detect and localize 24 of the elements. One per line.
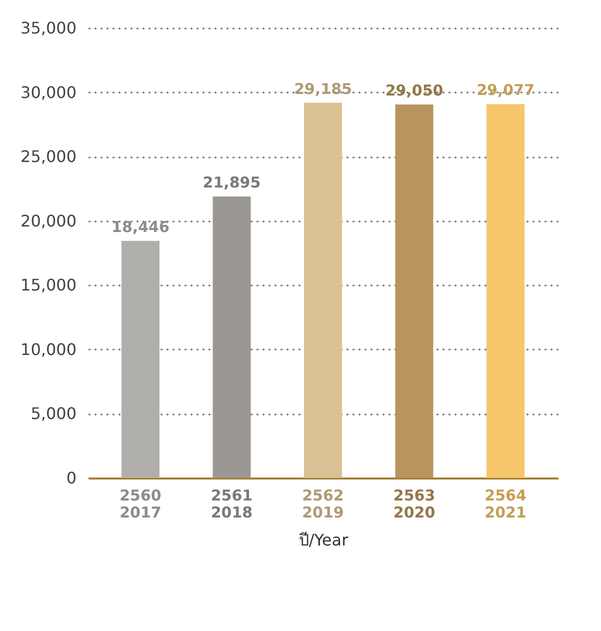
bar: [304, 102, 342, 478]
bar: [212, 196, 251, 478]
y-tick-label: 25,000: [20, 147, 76, 166]
y-tick-label: 30,000: [20, 82, 76, 102]
data-label: 29,050: [385, 82, 444, 100]
bar: [121, 240, 160, 478]
x-tick-label: 2563 2020: [393, 486, 436, 522]
y-tick-label: 0: [66, 468, 76, 488]
x-tick-label: 2562 2019: [302, 486, 344, 522]
x-tick-label: 2560 2017: [120, 486, 162, 522]
data-label: 29,077: [476, 81, 534, 100]
bar: [486, 104, 525, 478]
bar: [395, 104, 434, 478]
data-label: 21,895: [202, 173, 261, 192]
y-tick-label: 35,000: [20, 18, 76, 38]
x-tick-label: 2561 2018: [210, 486, 253, 522]
x-axis-title: ปี/Year: [298, 530, 349, 550]
y-tick-label: 5,000: [30, 404, 76, 424]
y-tick-label: 10,000: [20, 340, 76, 359]
x-tick-label: 2564 2021: [484, 486, 526, 522]
y-tick-label: 20,000: [20, 211, 76, 230]
y-tick-label: 15,000: [20, 276, 76, 295]
data-label: 18,446: [112, 218, 170, 236]
data-label: 29,185: [294, 80, 352, 98]
